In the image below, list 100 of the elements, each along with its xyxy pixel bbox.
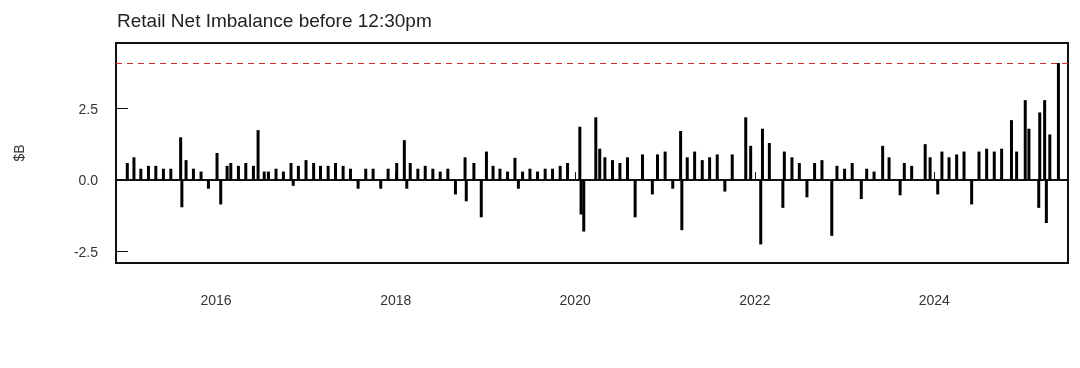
bar [296, 165, 300, 181]
x-tick-label: 2022 [739, 292, 771, 308]
bar [199, 171, 203, 181]
bar [940, 151, 944, 181]
x-tick-label: 2024 [918, 292, 951, 308]
bar [970, 180, 974, 205]
bar [215, 153, 219, 181]
x-tick-label: 2016 [200, 292, 232, 308]
bar [962, 151, 966, 181]
bar [326, 165, 330, 181]
bar [730, 154, 734, 181]
bar [386, 168, 390, 181]
bar [603, 157, 607, 181]
bar [872, 171, 876, 181]
bar [618, 163, 622, 181]
bar [1056, 63, 1060, 181]
y-tick-label: -2.5 [73, 243, 99, 260]
bar [184, 160, 188, 181]
bar [281, 171, 285, 181]
bar [229, 163, 233, 181]
bar [566, 163, 570, 181]
bar [693, 151, 697, 181]
bar [125, 163, 129, 181]
y-axis-title: $B [11, 144, 27, 162]
bar [859, 180, 863, 199]
bar [685, 157, 689, 181]
bar [395, 163, 399, 181]
bar [484, 151, 488, 181]
bar [453, 180, 457, 195]
bar [431, 168, 435, 181]
bar [1048, 134, 1052, 181]
bar [663, 151, 667, 181]
bar [928, 157, 932, 181]
bar [650, 180, 654, 195]
bar [161, 168, 165, 181]
bar [715, 154, 719, 181]
bar [312, 163, 316, 181]
bar [744, 117, 748, 181]
bar [641, 154, 645, 181]
bar [1000, 148, 1004, 181]
bar [379, 180, 383, 189]
bar [790, 157, 794, 181]
bar [262, 171, 266, 181]
bar [319, 165, 323, 181]
bar [146, 165, 150, 181]
bar [349, 168, 352, 181]
bar [1015, 151, 1019, 181]
bar [850, 163, 854, 181]
bar [813, 163, 817, 181]
bar [498, 168, 502, 181]
bar [797, 163, 801, 181]
chart-title: Retail Net Imbalance before 12:30pm [117, 10, 432, 31]
bar [225, 165, 229, 181]
bar [947, 157, 951, 181]
bar [805, 180, 809, 198]
bar [154, 165, 158, 181]
bar [985, 148, 989, 181]
bar [438, 171, 442, 181]
bar [626, 157, 630, 181]
bar [830, 180, 834, 236]
bar [256, 130, 260, 181]
bar [516, 180, 520, 189]
bar [132, 157, 136, 181]
bar [671, 180, 675, 189]
bar [543, 168, 547, 181]
bar [251, 165, 255, 181]
bar [479, 180, 483, 218]
y-tick-label: 2.5 [78, 100, 99, 117]
bar [558, 165, 562, 181]
bar [416, 168, 420, 181]
bar [820, 160, 824, 181]
y-tick-label: 0.0 [78, 172, 99, 189]
bar [219, 180, 223, 205]
x-tick-label: 2020 [559, 292, 591, 308]
bar [582, 180, 586, 232]
bar [513, 157, 517, 181]
bar [551, 168, 555, 181]
bar [423, 165, 427, 181]
bar [408, 163, 412, 181]
bar [723, 180, 727, 192]
bar [902, 163, 906, 181]
bar [446, 168, 450, 181]
bar [491, 165, 495, 181]
bar [236, 165, 240, 181]
bar [700, 160, 704, 181]
bar [334, 163, 337, 181]
bar [708, 157, 712, 181]
bar [936, 180, 940, 195]
bar [865, 168, 869, 181]
bar [169, 168, 173, 181]
bar [528, 168, 532, 181]
bar [341, 165, 345, 181]
bar [244, 163, 248, 181]
bar [274, 168, 278, 181]
bar [992, 151, 996, 181]
bar [955, 154, 959, 181]
bar [843, 168, 847, 181]
bar [472, 163, 476, 181]
bar [633, 180, 637, 218]
bar [206, 180, 210, 189]
